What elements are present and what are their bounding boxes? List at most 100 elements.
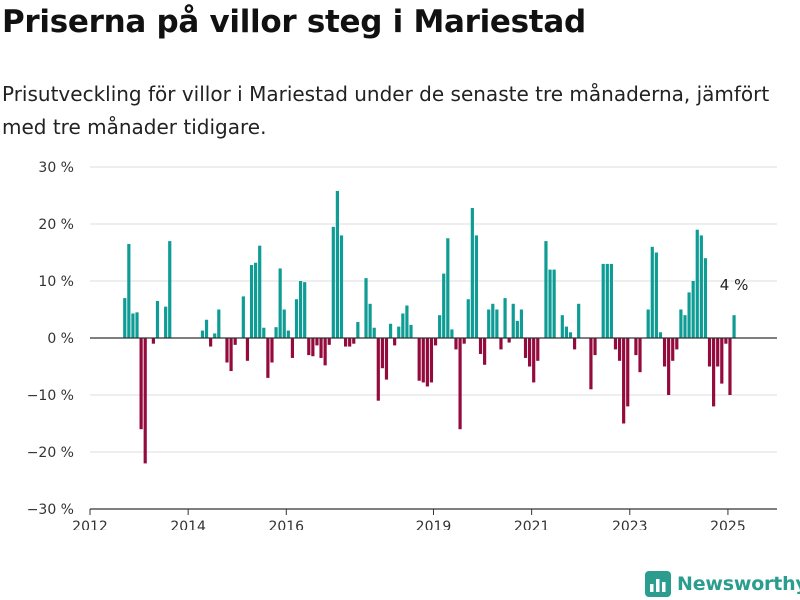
bar <box>327 338 331 345</box>
bar <box>728 338 732 395</box>
bar <box>123 298 127 338</box>
bar <box>433 338 438 346</box>
bar <box>311 338 315 357</box>
bar <box>491 303 495 338</box>
bar <box>560 315 564 338</box>
y-tick-label: −10 % <box>27 388 74 404</box>
bar <box>315 338 319 346</box>
bar <box>662 338 667 367</box>
y-tick-label: 0 % <box>47 331 74 347</box>
bar <box>307 338 311 356</box>
bar <box>671 338 675 361</box>
x-tick-label: 2012 <box>72 519 108 530</box>
bar <box>716 338 720 367</box>
bar <box>478 338 483 354</box>
bar <box>462 338 466 344</box>
bar <box>593 338 597 356</box>
bar <box>278 268 282 338</box>
bar <box>364 278 368 338</box>
bar <box>658 332 663 338</box>
bar <box>626 338 630 407</box>
bar <box>634 338 638 356</box>
bar <box>683 315 687 338</box>
chart-subtitle: Prisutveckling för villor i Mariestad un… <box>2 82 770 139</box>
bar <box>249 265 254 338</box>
bar <box>299 281 303 338</box>
bar <box>213 333 217 338</box>
bar <box>544 241 548 338</box>
y-tick-label: −20 % <box>27 445 74 461</box>
y-tick-label: 10 % <box>38 274 74 290</box>
bar <box>450 329 454 338</box>
bar <box>675 338 679 350</box>
x-tick-label: 2021 <box>514 519 550 530</box>
bar <box>376 338 380 401</box>
bar <box>707 338 712 367</box>
brand-logo: Newsworthy <box>645 570 800 598</box>
bar <box>429 338 434 383</box>
bar <box>511 303 515 338</box>
bar <box>151 338 155 344</box>
bar <box>217 309 221 338</box>
bar <box>143 338 147 464</box>
bar <box>438 315 442 338</box>
bar <box>483 338 487 365</box>
bar <box>241 296 245 338</box>
bar <box>622 338 626 424</box>
bar <box>572 338 577 350</box>
bar <box>487 309 491 338</box>
bar <box>564 326 568 338</box>
bar <box>323 338 327 366</box>
bar <box>646 309 650 338</box>
bar <box>466 299 470 338</box>
bar <box>135 312 139 338</box>
bar <box>131 313 135 338</box>
bar <box>712 338 716 407</box>
bar <box>388 323 393 338</box>
bar <box>548 269 552 338</box>
bar <box>536 338 540 361</box>
bar <box>720 338 724 384</box>
bar <box>384 338 389 380</box>
bar <box>519 309 524 338</box>
x-tick-label: 2025 <box>710 519 746 530</box>
y-tick-label: 30 % <box>38 160 74 176</box>
bar <box>348 338 352 347</box>
bar <box>282 309 286 338</box>
chart-title: Priserna på villor steg i Mariestad <box>2 4 586 40</box>
bar <box>409 324 413 338</box>
bar <box>290 338 295 358</box>
bar <box>245 338 250 361</box>
bar <box>254 262 258 338</box>
bar <box>687 292 691 338</box>
bar <box>200 330 205 338</box>
bar <box>225 338 229 363</box>
bar <box>523 338 528 358</box>
bar <box>421 338 425 383</box>
bar <box>127 243 131 338</box>
bar <box>446 238 450 338</box>
bar <box>262 327 266 338</box>
x-tick-label: 2016 <box>268 519 304 530</box>
x-tick-label: 2019 <box>416 519 452 530</box>
bar <box>577 303 581 338</box>
bar <box>617 338 622 361</box>
bar <box>667 338 671 395</box>
bar <box>495 309 499 338</box>
bar <box>417 338 421 381</box>
bar <box>335 190 339 338</box>
y-tick-label: 20 % <box>38 217 74 233</box>
x-tick-label: 2023 <box>612 519 648 530</box>
bar <box>515 320 519 338</box>
bar <box>401 313 405 338</box>
bar <box>204 319 209 338</box>
bar <box>605 263 609 338</box>
bar <box>339 235 344 338</box>
brand-name: Newsworthy <box>677 573 800 595</box>
y-tick-label: −30 % <box>27 502 74 518</box>
bar <box>397 326 401 338</box>
bar <box>654 252 658 338</box>
bar <box>270 338 274 363</box>
bar <box>699 235 703 338</box>
bar <box>164 306 168 338</box>
